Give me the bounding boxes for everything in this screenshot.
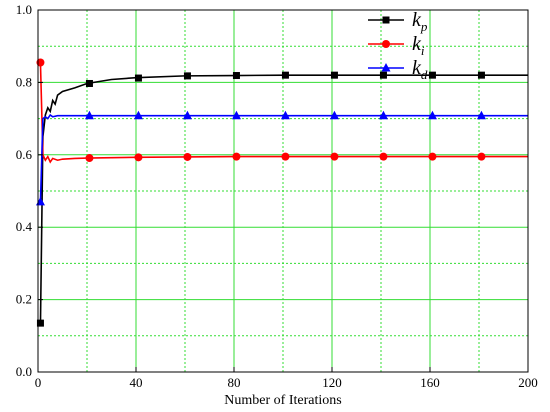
data-point-kp [330, 71, 338, 79]
legend-subscript: i [421, 43, 425, 58]
y-tick-label: 0.2 [16, 292, 32, 307]
y-tick-label: 0.4 [16, 219, 33, 234]
y-tick-label: 1.0 [16, 2, 32, 17]
x-tick-label: 200 [518, 375, 538, 390]
data-point-ki [134, 153, 143, 162]
series-group [35, 58, 528, 327]
x-axis-title: Number of Iterations [224, 393, 341, 408]
data-point-kd [133, 110, 143, 120]
data-point-ki [232, 152, 241, 161]
data-point-ki [477, 152, 486, 161]
x-tick-label: 0 [35, 375, 42, 390]
data-point-ki [281, 152, 290, 161]
data-point-kd [84, 110, 94, 120]
data-point-kp [36, 319, 44, 327]
data-point-kp [379, 71, 387, 79]
data-point-kp [281, 71, 289, 79]
data-point-kp [183, 72, 191, 80]
legend-subscript: p [420, 19, 428, 34]
data-point-kd [427, 110, 437, 120]
x-tick-label: 80 [228, 375, 241, 390]
legend-marker [382, 40, 390, 48]
data-point-kd [378, 110, 388, 120]
data-point-kd [231, 110, 241, 120]
y-tick-label: 0.8 [16, 74, 32, 89]
y-tick-label: 0.0 [16, 364, 32, 379]
legend-marker [382, 16, 390, 24]
axis-ticks: 0 40 80 120 160 200 0.0 0.2 0.4 0.6 0.8 1.0 [16, 2, 538, 390]
data-point-kp [428, 71, 436, 79]
data-point-kd [280, 110, 290, 120]
data-point-kd [476, 110, 486, 120]
y-tick-label: 0.6 [16, 147, 33, 162]
data-point-ki [379, 152, 388, 161]
x-tick-label: 120 [322, 375, 342, 390]
data-point-kp [477, 71, 485, 79]
plot-frame [37, 9, 529, 373]
data-point-kp [134, 74, 142, 82]
data-point-kd [329, 110, 339, 120]
legend-marker [381, 63, 391, 72]
data-point-ki [85, 154, 94, 163]
data-point-ki [428, 152, 437, 161]
x-tick-label: 160 [420, 375, 440, 390]
series-line-kd [39, 113, 528, 202]
data-point-kp [85, 79, 93, 87]
x-tick-label: 40 [130, 375, 143, 390]
legend-subscript: d [421, 67, 428, 82]
data-point-ki [183, 152, 192, 161]
data-point-ki [330, 152, 339, 161]
data-point-kd [182, 110, 192, 120]
data-point-kp [232, 72, 240, 80]
